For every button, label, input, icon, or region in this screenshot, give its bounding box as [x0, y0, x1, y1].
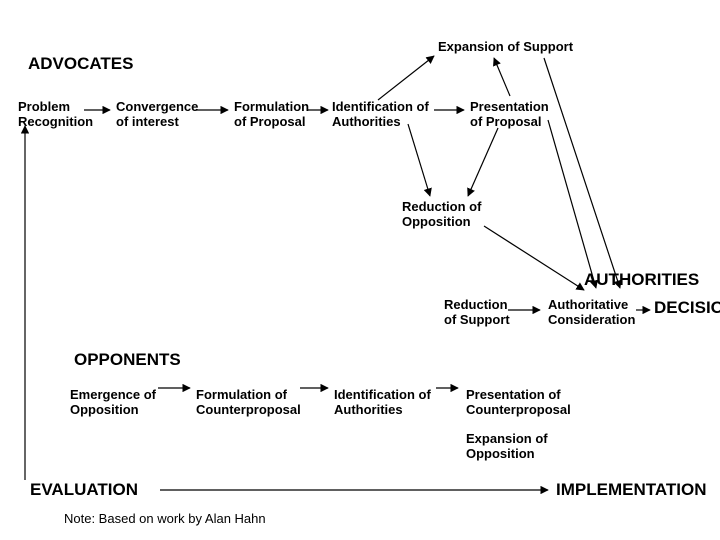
- evaluation-heading: EVALUATION: [30, 480, 138, 500]
- diagram-stage: ADVOCATES Expansion of Support Problem R…: [0, 0, 720, 540]
- identification-auth-top-label: Identification of Authorities: [332, 100, 429, 130]
- reduction-opposition-label: Reduction of Opposition: [402, 200, 481, 230]
- formulation-proposal-label: Formulation of Proposal: [234, 100, 309, 130]
- presentation-counter-label: Presentation of Counterproposal: [466, 388, 571, 418]
- formulation-counter-label: Formulation of Counterproposal: [196, 388, 301, 418]
- reduction-support-label: Reduction of Support: [444, 298, 510, 328]
- authorities-heading: AUTHORITIES: [584, 270, 699, 290]
- problem-recognition-label: Problem Recognition: [18, 100, 93, 130]
- expansion-support-label: Expansion of Support: [438, 40, 573, 55]
- presentation-proposal-label: Presentation of Proposal: [470, 100, 549, 130]
- emergence-opposition-label: Emergence of Opposition: [70, 388, 156, 418]
- authoritative-consideration-label: Authoritative Consideration: [548, 298, 635, 328]
- opponents-heading: OPPONENTS: [74, 350, 181, 370]
- decision-heading: DECISION: [654, 298, 720, 318]
- identification-auth-bot-label: Identification of Authorities: [334, 388, 431, 418]
- advocates-heading: ADVOCATES: [28, 54, 133, 74]
- expansion-opposition-label: Expansion of Opposition: [466, 432, 548, 462]
- note-label: Note: Based on work by Alan Hahn: [64, 512, 266, 527]
- implementation-heading: IMPLEMENTATION: [556, 480, 706, 500]
- convergence-label: Convergence of interest: [116, 100, 198, 130]
